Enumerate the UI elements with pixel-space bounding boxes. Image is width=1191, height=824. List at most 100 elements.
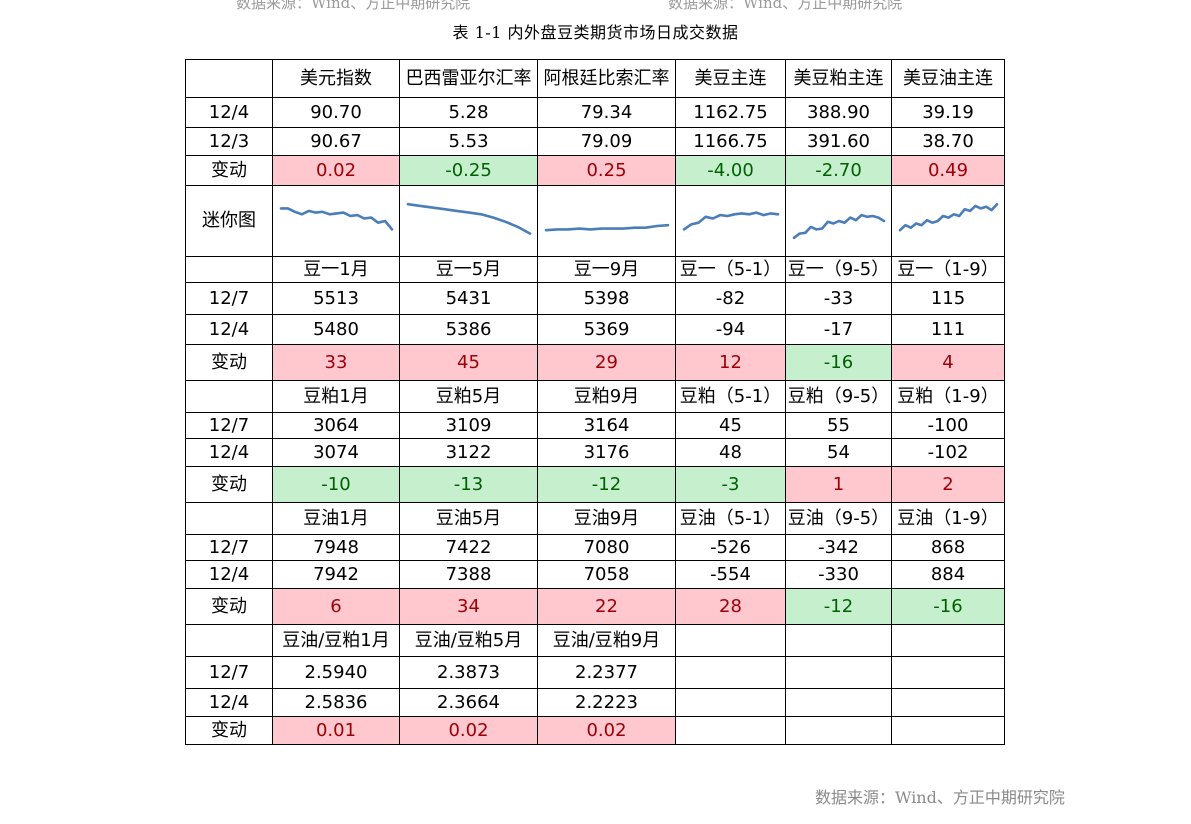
value-cell: 5386 [399, 314, 538, 345]
sparkline-cell [785, 185, 892, 257]
change-row-label: 变动 [185, 466, 273, 503]
sparkline-cell [891, 185, 1005, 257]
column-header: 豆一9月 [537, 256, 676, 283]
sparkline-chart [544, 223, 669, 232]
column-header: 豆油（1-9） [891, 502, 1005, 535]
change-cell: 0.02 [399, 716, 538, 745]
header-row: 豆粕1月 豆粕5月 豆粕9月 豆粕（5-1） 豆粕（9-5） 豆粕（1-9） [185, 380, 1005, 413]
row-date-label: 12/4 [185, 314, 273, 345]
header-corner-cell [185, 59, 273, 98]
value-cell: 38.70 [891, 127, 1005, 156]
column-header: 美豆粕主连 [785, 59, 892, 98]
change-cell: -12 [785, 588, 892, 625]
value-cell: 5398 [537, 282, 676, 315]
value-cell: 79.34 [537, 97, 676, 128]
row-date-label: 12/4 [185, 560, 273, 589]
column-header: 豆油（9-5） [785, 502, 892, 535]
value-cell: 3122 [399, 438, 538, 467]
value-cell: 391.60 [785, 127, 892, 156]
source-note-top-right: 数据来源：Wind、方正中期研究院 [668, 0, 903, 12]
header-row: 豆一1月 豆一5月 豆一9月 豆一（5-1） 豆一（9-5） 豆一（1-9） [185, 256, 1005, 283]
value-cell: -102 [891, 438, 1005, 467]
data-row: 12/7 5513 5431 5398 -82 -33 115 [185, 282, 1005, 315]
value-cell: 7942 [272, 560, 400, 589]
sparkline-series [406, 202, 531, 235]
value-cell: -554 [675, 560, 786, 589]
header-corner-cell [185, 624, 273, 657]
value-cell: 868 [891, 534, 1005, 561]
row-date-label: 12/4 [185, 688, 273, 717]
change-cell [891, 716, 1005, 745]
value-cell: 115 [891, 282, 1005, 315]
value-cell: 7080 [537, 534, 676, 561]
change-row: 变动 -10 -13 -12 -3 1 2 [185, 466, 1005, 503]
column-header: 豆一（5-1） [675, 256, 786, 283]
column-header: 豆一（1-9） [891, 256, 1005, 283]
sparkline-series [544, 223, 669, 232]
column-header: 豆油9月 [537, 502, 676, 535]
source-note-bottom: 数据来源：Wind、方正中期研究院 [815, 788, 1065, 807]
value-cell: 7388 [399, 560, 538, 589]
column-header: 豆粕9月 [537, 380, 676, 413]
value-cell: 111 [891, 314, 1005, 345]
column-header [891, 624, 1005, 657]
column-header: 豆粕（1-9） [891, 380, 1005, 413]
row-date-label: 12/4 [185, 97, 273, 128]
value-cell: 3109 [399, 412, 538, 439]
value-cell [675, 688, 786, 717]
data-row: 12/3 90.67 5.53 79.09 1166.75 391.60 38.70 [185, 127, 1005, 156]
value-cell: -17 [785, 314, 892, 345]
value-cell: 90.67 [272, 127, 400, 156]
value-cell: -526 [675, 534, 786, 561]
value-cell: 3176 [537, 438, 676, 467]
row-date-label: 12/7 [185, 534, 273, 561]
value-cell: 48 [675, 438, 786, 467]
column-header: 美豆油主连 [891, 59, 1005, 98]
sparkline-chart [792, 213, 885, 240]
change-cell [785, 716, 892, 745]
value-cell: 3164 [537, 412, 676, 439]
column-header: 豆粕（9-5） [785, 380, 892, 413]
change-row: 变动 0.02 -0.25 0.25 -4.00 -2.70 0.49 [185, 155, 1005, 186]
mini-chart-label: 迷你图 [185, 185, 273, 257]
value-cell: 7948 [272, 534, 400, 561]
value-cell: 5513 [272, 282, 400, 315]
value-cell [891, 688, 1005, 717]
change-cell: 0.01 [272, 716, 400, 745]
row-date-label: 12/7 [185, 656, 273, 689]
change-cell: -12 [537, 466, 676, 503]
value-cell: 1166.75 [675, 127, 786, 156]
value-cell: -330 [785, 560, 892, 589]
value-cell [891, 656, 1005, 689]
change-row-label: 变动 [185, 344, 273, 381]
sparkline-cell [537, 185, 676, 257]
change-cell: -2.70 [785, 155, 892, 186]
value-cell: 45 [675, 412, 786, 439]
change-cell: -16 [891, 588, 1005, 625]
column-header: 豆油1月 [272, 502, 400, 535]
value-cell [675, 656, 786, 689]
value-cell: 5431 [399, 282, 538, 315]
change-cell: 0.25 [537, 155, 676, 186]
value-cell: 2.3664 [399, 688, 538, 717]
data-row: 12/4 2.5836 2.3664 2.2223 [185, 688, 1005, 717]
data-row: 12/7 2.5940 2.3873 2.2377 [185, 656, 1005, 689]
column-header [785, 624, 892, 657]
row-date-label: 12/7 [185, 282, 273, 315]
header-row: 豆油1月 豆油5月 豆油9月 豆油（5-1） 豆油（9-5） 豆油（1-9） [185, 502, 1005, 535]
column-header [675, 624, 786, 657]
value-cell: -342 [785, 534, 892, 561]
value-cell: 90.70 [272, 97, 400, 128]
value-cell: 2.3873 [399, 656, 538, 689]
value-cell: -100 [891, 412, 1005, 439]
change-cell: 0.02 [272, 155, 400, 186]
column-header: 豆粕5月 [399, 380, 538, 413]
column-header: 豆粕（5-1） [675, 380, 786, 413]
column-header: 美元指数 [272, 59, 400, 98]
value-cell: 2.5940 [272, 656, 400, 689]
value-cell: 39.19 [891, 97, 1005, 128]
change-cell: 6 [272, 588, 400, 625]
change-cell: 12 [675, 344, 786, 381]
change-cell: -4.00 [675, 155, 786, 186]
change-row: 变动 33 45 29 12 -16 4 [185, 344, 1005, 381]
